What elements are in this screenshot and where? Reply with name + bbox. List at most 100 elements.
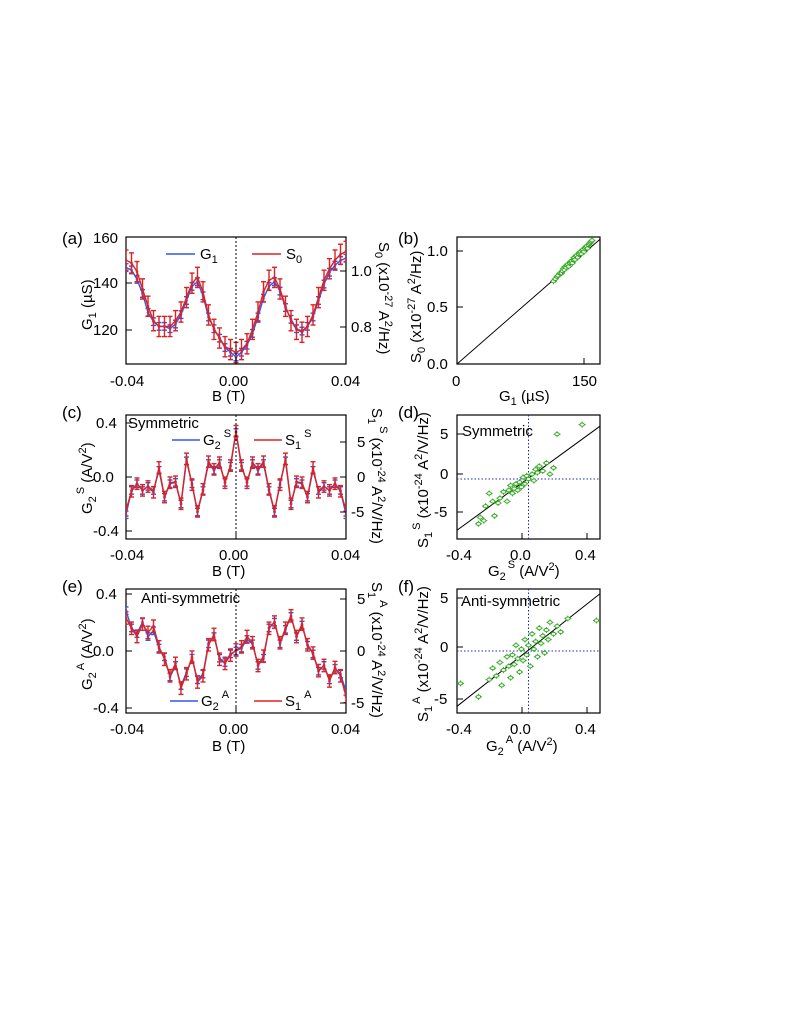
data-point-S1S <box>311 466 315 469</box>
scatter-point <box>522 481 528 486</box>
panel-d-xtick: -0.4 <box>446 547 472 564</box>
panel-c-ylabel: G2S (A/V2) <box>75 442 99 514</box>
data-point-S0 <box>229 348 232 351</box>
panel-b-frame <box>456 236 601 365</box>
data-point-S0 <box>284 304 287 308</box>
data-point-S1S <box>245 481 249 485</box>
data-point-S1A <box>339 674 342 678</box>
scatter-point <box>507 675 514 680</box>
data-point-S1S <box>201 488 205 491</box>
panel-f: (f) Anti-symmetric -0.4 0.0 0.4 G2A (A/V… <box>398 577 601 758</box>
data-point-S0 <box>163 325 166 328</box>
data-point-S1S <box>157 466 161 469</box>
panel-e: (e) Anti-symmetric -0.04 0.00 0.04 B (T)… <box>62 577 389 755</box>
data-point-S0 <box>251 328 254 331</box>
data-point-S0 <box>344 250 346 253</box>
data-point-S0 <box>267 278 271 282</box>
data-point-S0 <box>196 276 199 279</box>
data-point-S0 <box>212 328 216 331</box>
panel-c: (c) Symmetric -0.04 0.00 0.04 B (T) -0.4… <box>62 403 389 580</box>
scatter-point <box>584 246 591 251</box>
panel-b-xtick: 150 <box>572 373 597 390</box>
panel-e-xtick: 0.00 <box>219 721 248 738</box>
data-point-S1S <box>273 510 276 513</box>
data-point-S1S <box>168 481 172 485</box>
panel-f-ylabel: S1A (x10-24 A2/V/Hz) <box>411 586 435 722</box>
data-point-S1S <box>185 457 188 461</box>
legend-g1: G1 <box>200 246 218 266</box>
panel-b-ytick: 1.0 <box>427 243 448 260</box>
data-point-S1S <box>152 490 155 494</box>
data-point-S1A <box>322 664 326 667</box>
panel-c-xtick: 0.00 <box>219 547 248 564</box>
panel-c-xtick: -0.04 <box>110 547 144 564</box>
scatter-point <box>574 255 581 260</box>
data-point-S0 <box>179 310 183 314</box>
scatter-point <box>490 499 496 504</box>
panel-f-tag: Anti-symmetric <box>461 593 561 610</box>
data-point-S0 <box>240 348 243 351</box>
scatter-point <box>554 432 560 437</box>
data-point-S1A <box>256 664 260 667</box>
scatter-point <box>515 656 521 661</box>
data-point-S0 <box>152 319 155 323</box>
panel-c-y2tick: 5 <box>357 434 365 451</box>
data-point-S1S <box>126 509 128 512</box>
data-point-S1S <box>267 488 271 491</box>
data-point-S0 <box>289 319 293 323</box>
scatter-point <box>524 652 530 657</box>
scatter-point <box>491 513 498 518</box>
data-point-S1S <box>295 480 298 484</box>
panel-e-y2tick: 5 <box>357 591 365 608</box>
scatter-point <box>531 646 537 652</box>
panel-c-y2label: S1S (x10-24 A2/V/Hz) <box>365 408 389 544</box>
scatter-point <box>520 658 526 663</box>
data-point-S1A <box>207 643 210 647</box>
data-point-S1A <box>179 686 183 690</box>
data-point-S0 <box>317 296 320 299</box>
fit-line <box>457 593 600 707</box>
data-point-S0 <box>207 313 210 317</box>
panel-f-label: (f) <box>398 577 414 596</box>
scatter-point <box>500 667 507 673</box>
data-point-S1S <box>135 482 139 485</box>
data-point-S0 <box>157 325 161 328</box>
panel-e-ylabel: G2A (A/V2) <box>75 618 99 690</box>
data-point-S1A <box>190 655 194 659</box>
scatter-point <box>509 491 516 496</box>
scatter-point <box>566 264 572 269</box>
data-point-S0 <box>328 267 331 271</box>
panel-b-marks <box>457 237 600 364</box>
data-point-S1A <box>130 626 133 630</box>
panel-f-ytick: 0 <box>440 639 448 656</box>
panel-c-ytick: 0.0 <box>93 469 114 486</box>
data-point-S0 <box>185 296 188 299</box>
scatter-point <box>504 499 510 504</box>
scatter-point <box>457 681 464 686</box>
data-point-S1A <box>212 633 216 636</box>
scatter-point <box>486 677 492 682</box>
panel-e-ytick: 0.0 <box>93 643 114 660</box>
panel-a-xtick: 0.00 <box>219 373 248 390</box>
panel-a: (a) -0.04 0.00 0.04 B (T) 120 140 160 0.… <box>62 229 394 405</box>
panel-b-ytick: 0.5 <box>427 299 448 316</box>
scatter-point <box>475 521 482 526</box>
data-point-S1A <box>126 616 128 620</box>
panel-c-label: (c) <box>62 403 82 422</box>
data-point-S0 <box>333 258 337 262</box>
scatter-point <box>506 664 512 669</box>
data-point-S1S <box>322 485 326 488</box>
scatter-point <box>541 650 548 656</box>
data-point-S0 <box>278 287 282 291</box>
scatter-point <box>490 666 496 671</box>
panel-d-ytick: 5 <box>440 426 448 443</box>
panel-a-ylabel: G1 (µS) <box>79 279 99 330</box>
panel-e-marks <box>126 606 346 704</box>
data-point-S1A <box>135 635 139 638</box>
panel-b-ytick: 0.0 <box>427 356 448 373</box>
data-point-S1A <box>289 614 293 618</box>
panel-b-xlabel: G1 (µS) <box>499 388 550 408</box>
data-point-S0 <box>141 287 144 291</box>
data-point-S1A <box>163 657 166 661</box>
panel-b-label: (b) <box>398 229 419 248</box>
